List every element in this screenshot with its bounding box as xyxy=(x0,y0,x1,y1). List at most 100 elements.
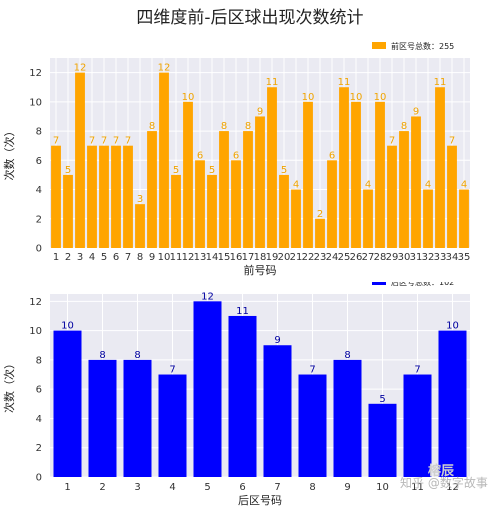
x-tick-label: 9 xyxy=(344,482,350,493)
bar xyxy=(411,116,421,248)
bar xyxy=(327,160,337,248)
bar-value-label: 5 xyxy=(65,165,71,176)
bar xyxy=(243,131,253,248)
bar-value-label: 8 xyxy=(149,121,155,132)
x-tick-label: 17 xyxy=(242,252,255,263)
x-tick-label: 23 xyxy=(314,252,327,263)
bar-value-label: 7 xyxy=(309,365,315,376)
legend-swatch xyxy=(372,42,386,49)
x-tick-label: 25 xyxy=(338,252,351,263)
x-tick-label: 8 xyxy=(137,252,143,263)
bar-value-label: 8 xyxy=(221,121,227,132)
x-tick-label: 11 xyxy=(170,252,183,263)
bar-value-label: 4 xyxy=(293,180,299,191)
y-tick-label: 8 xyxy=(36,127,42,138)
x-tick-label: 6 xyxy=(113,252,119,263)
bar xyxy=(123,359,152,477)
bar-value-label: 5 xyxy=(379,394,385,405)
x-tick-label: 1 xyxy=(64,482,70,493)
x-tick-label: 32 xyxy=(422,252,435,263)
bar xyxy=(459,189,469,248)
bar-value-label: 5 xyxy=(281,165,287,176)
bar xyxy=(423,189,433,248)
bar xyxy=(159,72,169,248)
bar-value-label: 6 xyxy=(233,150,239,161)
bar xyxy=(183,101,193,248)
bar xyxy=(135,204,145,248)
x-tick-label: 19 xyxy=(266,252,279,263)
x-tick-label: 14 xyxy=(206,252,219,263)
bar-value-label: 7 xyxy=(414,365,420,376)
x-tick-label: 22 xyxy=(302,252,315,263)
bar-value-label: 8 xyxy=(134,350,140,361)
chart-title: 四维度前-后区球出现次数统计 xyxy=(136,8,364,28)
x-tick-label: 3 xyxy=(77,252,83,263)
bar xyxy=(375,101,385,248)
bar xyxy=(255,116,265,248)
bar-value-label: 8 xyxy=(401,121,407,132)
x-tick-label: 29 xyxy=(386,252,399,263)
bar-value-label: 5 xyxy=(173,165,179,176)
bar xyxy=(193,301,222,477)
bar xyxy=(263,345,292,477)
bar-value-label: 10 xyxy=(374,92,387,103)
bar xyxy=(158,374,187,477)
bar xyxy=(63,174,73,248)
x-tick-label: 9 xyxy=(149,252,155,263)
legend-label: 前区号总数：255 xyxy=(391,41,454,51)
bar xyxy=(351,101,361,248)
bar-value-label: 10 xyxy=(302,92,315,103)
bar-value-label: 9 xyxy=(274,335,280,346)
x-tick-label: 4 xyxy=(89,252,95,263)
x-tick-label: 28 xyxy=(374,252,387,263)
y-tick-label: 12 xyxy=(29,68,42,79)
bar xyxy=(368,403,397,477)
bar xyxy=(51,145,61,248)
bar xyxy=(303,101,313,248)
bar-value-label: 12 xyxy=(201,291,214,302)
x-axis-title: 前号码 xyxy=(244,263,277,277)
bar-value-label: 9 xyxy=(257,106,263,117)
bar xyxy=(147,131,157,248)
legend-label: 后区号总数：102 xyxy=(391,282,454,287)
x-tick-label: 8 xyxy=(309,482,315,493)
bar xyxy=(339,87,349,248)
bar xyxy=(403,374,432,477)
x-tick-label: 31 xyxy=(410,252,423,263)
y-tick-label: 4 xyxy=(36,185,42,196)
bar xyxy=(53,330,82,477)
bar-value-label: 6 xyxy=(197,150,203,161)
y-axis-title: 次数（次） xyxy=(2,126,16,181)
back-zone-chart: 0 2 4 6 8 10 12 10 1 8 2 8 3 7 4 12 5 11 6 9 7 7 8 8 9 5 10 7 11 10 12… xyxy=(2,282,470,507)
bar xyxy=(315,218,325,248)
bar xyxy=(399,131,409,248)
x-tick-label: 18 xyxy=(254,252,267,263)
bar xyxy=(88,359,117,477)
legend-swatch xyxy=(372,282,386,285)
x-tick-label: 10 xyxy=(376,482,389,493)
x-tick-label: 27 xyxy=(362,252,375,263)
bar-value-label: 12 xyxy=(74,63,87,74)
x-tick-label: 21 xyxy=(290,252,303,263)
y-tick-label: 6 xyxy=(36,385,42,396)
y-tick-label: 10 xyxy=(29,326,42,337)
bar-value-label: 3 xyxy=(137,194,143,205)
bar xyxy=(279,174,289,248)
bar-value-label: 10 xyxy=(446,321,459,332)
bar-value-label: 7 xyxy=(53,136,59,147)
bar-value-label: 5 xyxy=(209,165,215,176)
x-tick-label: 20 xyxy=(278,252,291,263)
x-tick-label: 2 xyxy=(65,252,71,263)
bar xyxy=(195,160,205,248)
x-axis-title: 后区号码 xyxy=(238,494,282,507)
y-tick-label: 0 xyxy=(36,473,42,484)
bar xyxy=(387,145,397,248)
y-tick-label: 8 xyxy=(36,355,42,366)
x-tick-label: 4 xyxy=(169,482,175,493)
bar xyxy=(123,145,133,248)
x-tick-label: 12 xyxy=(446,482,459,493)
bar-value-label: 7 xyxy=(449,136,455,147)
bar-value-label: 6 xyxy=(329,150,335,161)
x-tick-label: 5 xyxy=(101,252,107,263)
x-tick-label: 12 xyxy=(182,252,195,263)
